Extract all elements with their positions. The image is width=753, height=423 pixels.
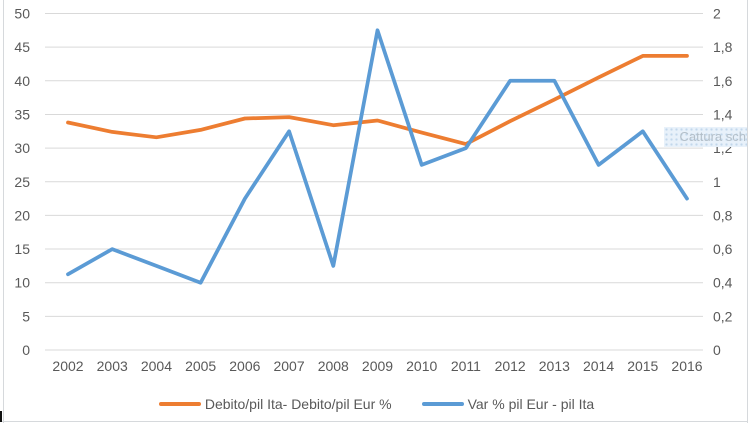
text-cursor-artifact [0, 411, 2, 422]
svg-text:2: 2 [713, 6, 721, 22]
svg-text:2005: 2005 [185, 358, 216, 374]
legend-label-debito: Debito/pil Ita- Debito/pil Eur % [204, 396, 392, 412]
legend-item-debito: Debito/pil Ita- Debito/pil Eur % [158, 396, 392, 412]
svg-text:0,8: 0,8 [713, 207, 733, 223]
svg-text:0: 0 [713, 342, 721, 358]
svg-text:2003: 2003 [97, 358, 128, 374]
svg-text:45: 45 [14, 39, 30, 55]
svg-text:2004: 2004 [141, 358, 172, 374]
svg-text:1,4: 1,4 [713, 106, 733, 122]
svg-text:0,4: 0,4 [713, 275, 733, 291]
svg-text:20: 20 [14, 207, 30, 223]
svg-text:2015: 2015 [627, 358, 658, 374]
svg-text:50: 50 [14, 6, 30, 22]
svg-text:10: 10 [14, 275, 30, 291]
svg-text:15: 15 [14, 241, 30, 257]
window-right-border [747, 0, 748, 423]
legend-item-var-pil: Var % pil Eur - pil Ita [421, 396, 595, 412]
svg-text:2007: 2007 [273, 358, 304, 374]
legend-label-var-pil: Var % pil Eur - pil Ita [467, 396, 595, 412]
svg-text:2006: 2006 [229, 358, 260, 374]
svg-text:35: 35 [14, 106, 30, 122]
svg-text:2013: 2013 [539, 358, 570, 374]
svg-text:40: 40 [14, 73, 30, 89]
svg-text:1,6: 1,6 [713, 73, 733, 89]
window-bottom-border [0, 421, 748, 422]
window-left-border [3, 0, 4, 423]
svg-text:2016: 2016 [671, 358, 702, 374]
screenshot-capture-tooltip[interactable]: Cattura sch [664, 127, 747, 147]
svg-text:1,8: 1,8 [713, 39, 733, 55]
screenshot-capture-tooltip-label: Cattura sch [679, 129, 746, 144]
legend-line-swatch-blue [421, 401, 464, 407]
svg-text:2011: 2011 [451, 358, 481, 374]
svg-text:2008: 2008 [318, 358, 349, 374]
svg-text:5: 5 [22, 308, 30, 324]
chart-legend: Debito/pil Ita- Debito/pil Eur % Var % p… [0, 395, 753, 413]
svg-text:2009: 2009 [362, 358, 393, 374]
svg-text:2002: 2002 [52, 358, 83, 374]
svg-text:2014: 2014 [583, 358, 614, 374]
svg-text:25: 25 [14, 174, 30, 190]
svg-text:30: 30 [14, 140, 30, 156]
svg-text:0: 0 [22, 342, 30, 358]
svg-text:2012: 2012 [495, 358, 526, 374]
legend-line-swatch-orange [158, 401, 201, 407]
svg-text:0,6: 0,6 [713, 241, 733, 257]
svg-text:1: 1 [713, 174, 721, 190]
svg-text:2010: 2010 [406, 358, 437, 374]
svg-text:0,2: 0,2 [713, 308, 733, 324]
